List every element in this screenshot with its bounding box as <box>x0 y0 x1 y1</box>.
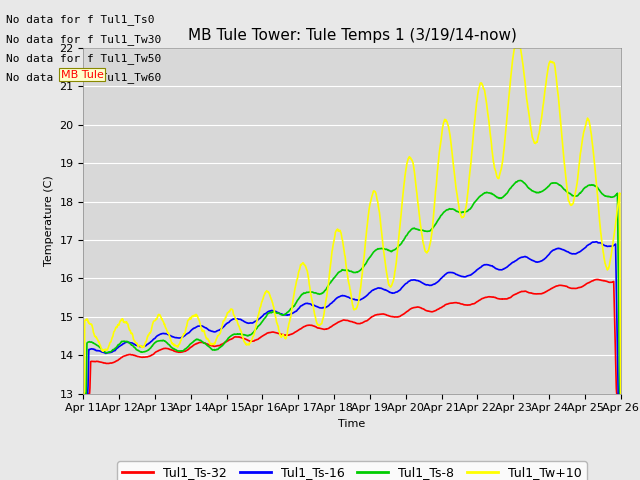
Text: No data for f Tul1_Ts0: No data for f Tul1_Ts0 <box>6 14 155 25</box>
Title: MB Tule Tower: Tule Temps 1 (3/19/14-now): MB Tule Tower: Tule Temps 1 (3/19/14-now… <box>188 28 516 43</box>
Text: No data for f Tul1_Tw60: No data for f Tul1_Tw60 <box>6 72 162 83</box>
X-axis label: Time: Time <box>339 419 365 429</box>
Text: MB Tule: MB Tule <box>61 70 104 80</box>
Text: No data for f Tul1_Tw30: No data for f Tul1_Tw30 <box>6 34 162 45</box>
Text: No data for f Tul1_Tw50: No data for f Tul1_Tw50 <box>6 53 162 64</box>
Y-axis label: Temperature (C): Temperature (C) <box>44 175 54 266</box>
Legend: Tul1_Ts-32, Tul1_Ts-16, Tul1_Ts-8, Tul1_Tw+10: Tul1_Ts-32, Tul1_Ts-16, Tul1_Ts-8, Tul1_… <box>117 461 587 480</box>
